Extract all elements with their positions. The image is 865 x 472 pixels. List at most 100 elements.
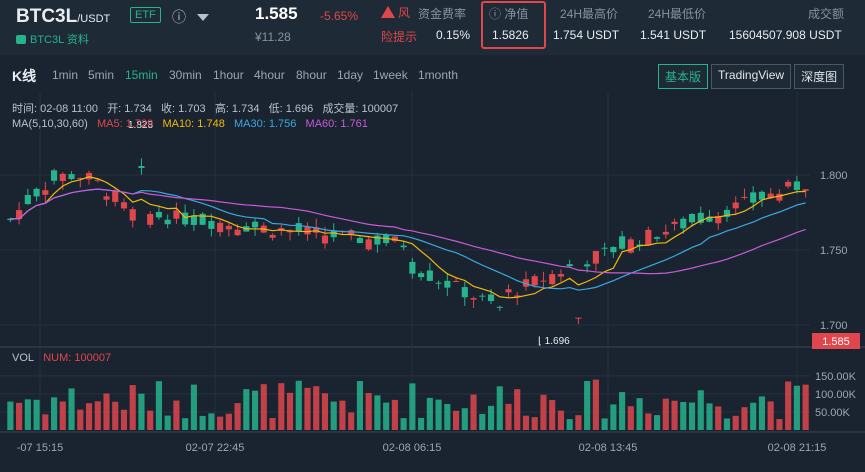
volume-bar: [164, 415, 171, 430]
volume-bar: [619, 392, 626, 430]
view-depth-button[interactable]: 深度图: [794, 64, 845, 89]
volume-bar: [487, 405, 495, 430]
volume-tick-label: 100.00K: [815, 389, 857, 401]
interval-1month[interactable]: 1month: [418, 68, 459, 82]
volume-bar: [68, 388, 75, 430]
candle-body: [531, 276, 538, 286]
min-price-marker: ⌊ 1.696: [538, 336, 570, 347]
funding-rate-label: 资金费率: [418, 7, 467, 21]
interval-1day[interactable]: 1day: [337, 68, 364, 82]
volume-bar: [461, 408, 468, 430]
candle-body: [505, 289, 512, 293]
ohlc-readout: 时间: 02-08 11:00 开: 1.734 收: 1.703 高: 1.7…: [12, 103, 399, 115]
volume-bar: [295, 380, 302, 430]
candle-body: [802, 189, 809, 191]
candle-body: [155, 211, 162, 218]
candle-body: [461, 287, 468, 298]
risk-warning[interactable]: 风: [381, 4, 410, 21]
interval-5min[interactable]: 5min: [88, 68, 115, 82]
volume-bar: [339, 400, 346, 430]
candle-body: [776, 193, 783, 201]
volume-bar: [610, 404, 617, 430]
volume-bar: [776, 419, 783, 430]
volume-bar: [155, 381, 162, 430]
volume-bar: [758, 396, 765, 430]
high-24h-value: 1.754 USDT: [553, 28, 620, 42]
candle-body: [400, 245, 407, 248]
risk-warning-label[interactable]: 险提示: [381, 30, 418, 44]
candle-body: [758, 191, 765, 200]
interval-1min[interactable]: 1min: [52, 68, 79, 82]
volume-bar: [514, 389, 521, 430]
candle-body: [173, 210, 180, 219]
candle-body: [514, 295, 521, 297]
interval-1week[interactable]: 1week: [373, 68, 408, 82]
candle-body: [24, 194, 31, 205]
candle-body: [444, 280, 451, 288]
time-tick-label: 02-08 13:45: [579, 442, 638, 454]
candle-body: [7, 218, 14, 221]
volume-bar: [654, 415, 661, 430]
volume-bar: [662, 398, 669, 430]
volume-tick-label: 150.00K: [815, 371, 857, 383]
volume-bar: [365, 393, 372, 430]
candle-body: [654, 237, 661, 239]
chevron-down-icon[interactable]: [197, 14, 209, 21]
volume-bar: [129, 385, 136, 430]
volume-bar: [732, 415, 739, 430]
interval-4hour[interactable]: 4hour: [254, 68, 285, 82]
funding-rate-value: 0.15%: [436, 28, 471, 42]
candle-body: [592, 251, 599, 264]
volume-bar: [321, 393, 329, 430]
time-tick-label: 02-07 22:45: [186, 442, 245, 454]
volume-bar: [103, 393, 110, 430]
info-circle-icon[interactable]: ⓘ: [172, 9, 186, 25]
candle-body: [767, 193, 774, 199]
volume-bar: [234, 403, 241, 430]
candle-body: [234, 229, 241, 236]
nav-value: 1.5826: [492, 28, 529, 42]
symbol-info-link[interactable]: BTC3L 资料: [16, 31, 89, 47]
volume-bar: [217, 416, 224, 430]
symbol-title[interactable]: BTC3L/USDT: [16, 6, 110, 28]
candle-body: [164, 219, 171, 225]
volume-bar: [549, 399, 556, 430]
view-basic-button[interactable]: 基本版: [658, 64, 709, 89]
candle-body: [697, 212, 704, 223]
volume-bar: [557, 410, 564, 430]
view-tradingview-button[interactable]: TradingView: [711, 64, 792, 89]
candle-body: [741, 196, 748, 198]
interval-15min[interactable]: 15min: [125, 68, 158, 82]
volume-bar: [680, 402, 687, 430]
volume-bar: [435, 399, 442, 430]
candle-body: [680, 218, 687, 229]
volume-bar: [793, 385, 800, 430]
volume-bar: [16, 402, 23, 430]
interval-30min[interactable]: 30min: [169, 68, 202, 82]
candle-body: [601, 247, 608, 249]
ma-legend: MA(5,10,30,60) MA5: 1.729 MA10: 1.748 MA…: [12, 118, 368, 130]
volume-bar: [697, 390, 704, 430]
last-price-tag: [812, 333, 860, 349]
candle-body: [688, 213, 696, 223]
last-price: 1.585: [255, 4, 298, 23]
candle-body: [409, 261, 416, 274]
candle-body: [374, 235, 381, 245]
candle-body: [426, 270, 433, 281]
bag-icon: [16, 35, 26, 44]
candle-body: [619, 236, 626, 249]
candle-body: [479, 295, 486, 297]
volume-bar: [85, 403, 93, 430]
candle-body: [51, 170, 58, 181]
candle-body: [750, 192, 757, 203]
cny-price: ¥11.28: [255, 30, 291, 44]
interval-1hour[interactable]: 1hour: [213, 68, 244, 82]
volume-bar: [138, 393, 145, 430]
candle-body: [330, 230, 337, 238]
candle-body: [453, 280, 460, 282]
candle-body: [295, 223, 302, 232]
warning-icon: [381, 6, 395, 18]
interval-8hour[interactable]: 8hour: [296, 68, 327, 82]
etf-badge: ETF: [130, 7, 161, 23]
